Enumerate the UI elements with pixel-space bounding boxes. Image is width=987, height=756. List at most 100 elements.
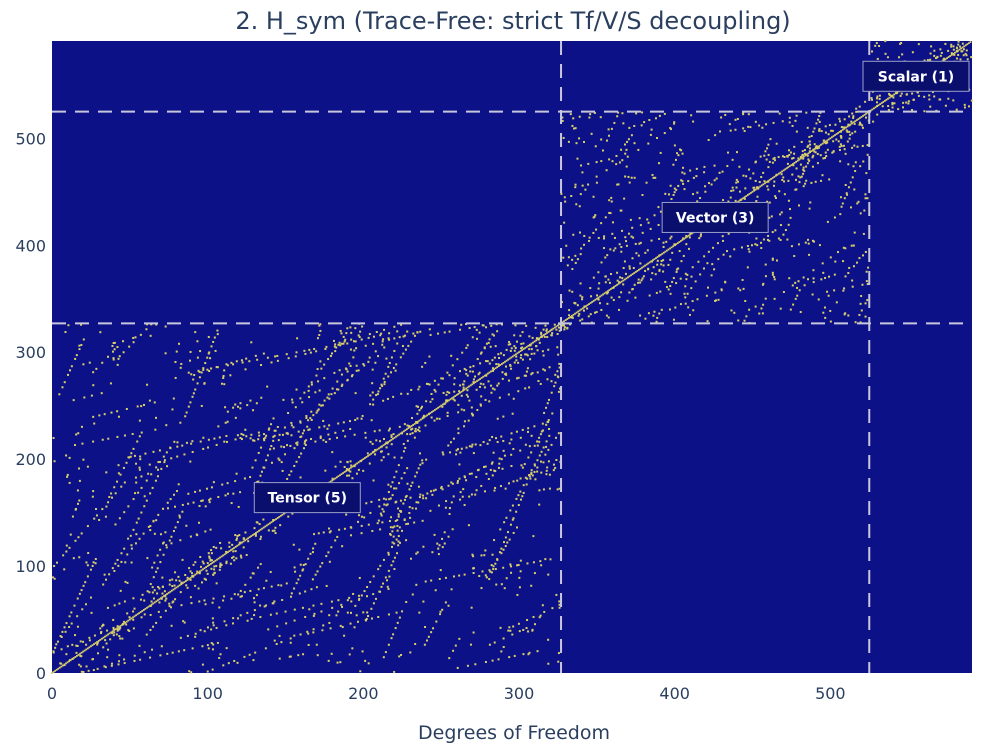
matrix-entry [105,578,108,581]
matrix-entry [567,140,570,143]
matrix-entry [493,489,496,492]
matrix-entry [297,430,300,433]
matrix-entry [123,511,126,514]
matrix-entry [631,257,634,260]
matrix-entry [589,113,592,116]
matrix-entry [390,356,393,359]
matrix-entry [120,485,123,488]
matrix-entry [132,498,135,501]
matrix-entry [506,531,509,534]
matrix-entry [189,535,192,538]
matrix-entry [472,378,475,381]
matrix-entry [227,551,229,554]
matrix-entry [528,445,531,448]
matrix-entry [205,566,208,569]
matrix-entry [694,280,697,283]
matrix-entry [722,199,725,202]
matrix-entry [434,589,437,592]
matrix-entry [267,523,270,526]
matrix-entry [874,106,877,109]
matrix-entry [124,561,127,564]
matrix-entry [134,336,137,339]
matrix-entry [430,579,433,582]
matrix-entry [70,611,73,614]
matrix-entry [747,168,750,171]
matrix-entry [532,535,535,538]
matrix-entry [251,572,254,575]
matrix-entry [310,381,313,384]
matrix-entry [831,129,834,132]
matrix-entry [696,200,699,203]
matrix-entry [698,237,701,240]
matrix-entry [409,496,412,499]
matrix-entry [853,144,856,147]
matrix-entry [952,45,955,48]
matrix-entry [200,404,203,407]
matrix-entry [795,114,798,117]
matrix-entry [309,552,312,555]
matrix-entry [485,360,488,363]
matrix-entry [274,429,277,432]
matrix-entry [262,352,265,355]
matrix-entry [202,562,205,565]
matrix-entry [418,452,421,455]
matrix-entry [618,243,621,246]
matrix-entry [349,326,352,329]
matrix-entry [198,521,201,524]
matrix-entry [117,663,120,666]
matrix-entry [616,115,619,118]
matrix-entry [476,337,479,340]
matrix-entry [720,116,723,119]
matrix-entry [581,307,584,310]
matrix-entry [81,442,84,445]
matrix-entry [210,552,213,555]
matrix-entry [336,535,339,538]
matrix-entry [246,619,249,622]
matrix-entry [211,617,214,620]
matrix-entry [534,623,537,626]
matrix-entry [225,550,228,553]
matrix-entry [798,289,801,292]
matrix-entry [177,575,180,578]
matrix-entry [624,272,627,275]
matrix-entry [448,657,451,660]
matrix-entry [483,347,486,350]
matrix-entry [201,560,204,563]
matrix-entry [250,535,253,538]
matrix-entry [847,186,850,189]
matrix-entry [549,329,552,332]
matrix-entry [554,373,557,376]
matrix-entry [123,481,126,484]
matrix-entry [132,528,135,531]
matrix-entry [122,340,125,343]
matrix-entry [345,332,348,335]
matrix-entry [461,351,464,354]
matrix-entry [488,643,491,646]
matrix-entry [220,555,223,558]
matrix-entry [959,45,962,48]
matrix-entry [770,215,773,218]
matrix-entry [259,538,262,541]
matrix-entry [505,359,508,362]
matrix-entry [504,545,507,548]
matrix-entry [463,409,466,412]
matrix-entry [849,206,852,209]
matrix-entry [870,97,873,100]
matrix-entry [490,571,493,574]
matrix-entry [107,437,110,440]
matrix-entry [687,180,690,183]
matrix-entry [206,565,209,567]
matrix-entry [166,592,169,595]
matrix-entry [80,655,83,658]
matrix-entry [444,506,447,509]
matrix-entry [529,358,532,361]
matrix-entry [755,200,758,203]
matrix-entry [763,154,766,157]
matrix-entry [337,599,340,602]
matrix-entry [501,371,504,374]
matrix-entry [547,662,550,665]
matrix-entry [260,396,263,399]
matrix-entry [148,591,151,594]
matrix-entry [539,382,542,385]
matrix-entry [196,356,199,359]
